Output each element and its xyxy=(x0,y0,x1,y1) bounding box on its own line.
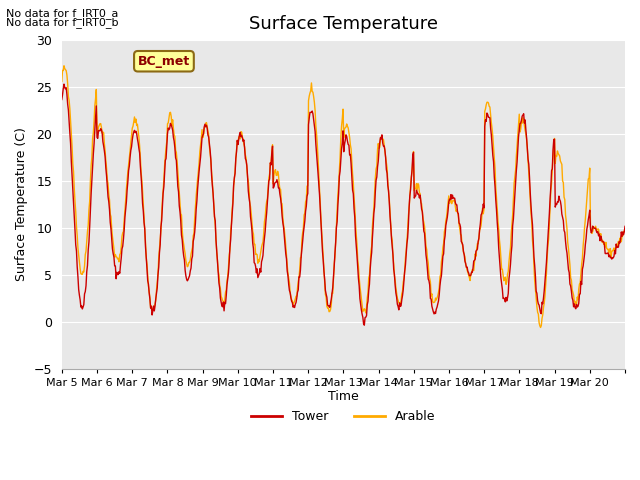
Title: Surface Temperature: Surface Temperature xyxy=(249,15,438,33)
X-axis label: Time: Time xyxy=(328,390,359,403)
Text: No data for f_IRT0_a: No data for f_IRT0_a xyxy=(6,8,119,19)
Text: No data for f_IRT0_b: No data for f_IRT0_b xyxy=(6,17,119,28)
Legend: Tower, Arable: Tower, Arable xyxy=(246,405,440,428)
Text: BC_met: BC_met xyxy=(138,55,190,68)
Y-axis label: Surface Temperature (C): Surface Temperature (C) xyxy=(15,127,28,281)
